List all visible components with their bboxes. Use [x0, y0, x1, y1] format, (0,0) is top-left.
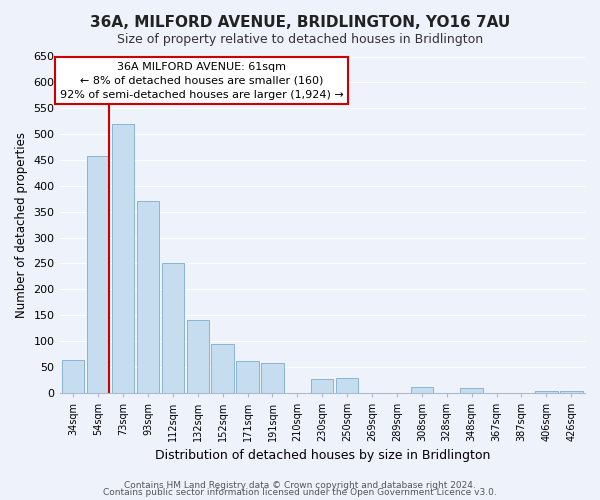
Text: 36A MILFORD AVENUE: 61sqm
← 8% of detached houses are smaller (160)
92% of semi-: 36A MILFORD AVENUE: 61sqm ← 8% of detach…: [59, 62, 343, 100]
Bar: [560, 391, 583, 393]
Bar: [311, 379, 334, 393]
Bar: [62, 360, 85, 393]
Y-axis label: Number of detached properties: Number of detached properties: [15, 132, 28, 318]
Bar: [161, 264, 184, 393]
Text: Contains public sector information licensed under the Open Government Licence v3: Contains public sector information licen…: [103, 488, 497, 497]
Bar: [112, 124, 134, 393]
Bar: [410, 386, 433, 393]
Bar: [211, 344, 234, 393]
Bar: [137, 202, 159, 393]
Text: 36A, MILFORD AVENUE, BRIDLINGTON, YO16 7AU: 36A, MILFORD AVENUE, BRIDLINGTON, YO16 7…: [90, 15, 510, 30]
Bar: [187, 320, 209, 393]
Bar: [336, 378, 358, 393]
Bar: [236, 360, 259, 393]
Text: Size of property relative to detached houses in Bridlington: Size of property relative to detached ho…: [117, 32, 483, 46]
X-axis label: Distribution of detached houses by size in Bridlington: Distribution of detached houses by size …: [155, 450, 490, 462]
Bar: [261, 363, 284, 393]
Text: Contains HM Land Registry data © Crown copyright and database right 2024.: Contains HM Land Registry data © Crown c…: [124, 480, 476, 490]
Bar: [535, 391, 557, 393]
Bar: [460, 388, 483, 393]
Bar: [87, 156, 109, 393]
